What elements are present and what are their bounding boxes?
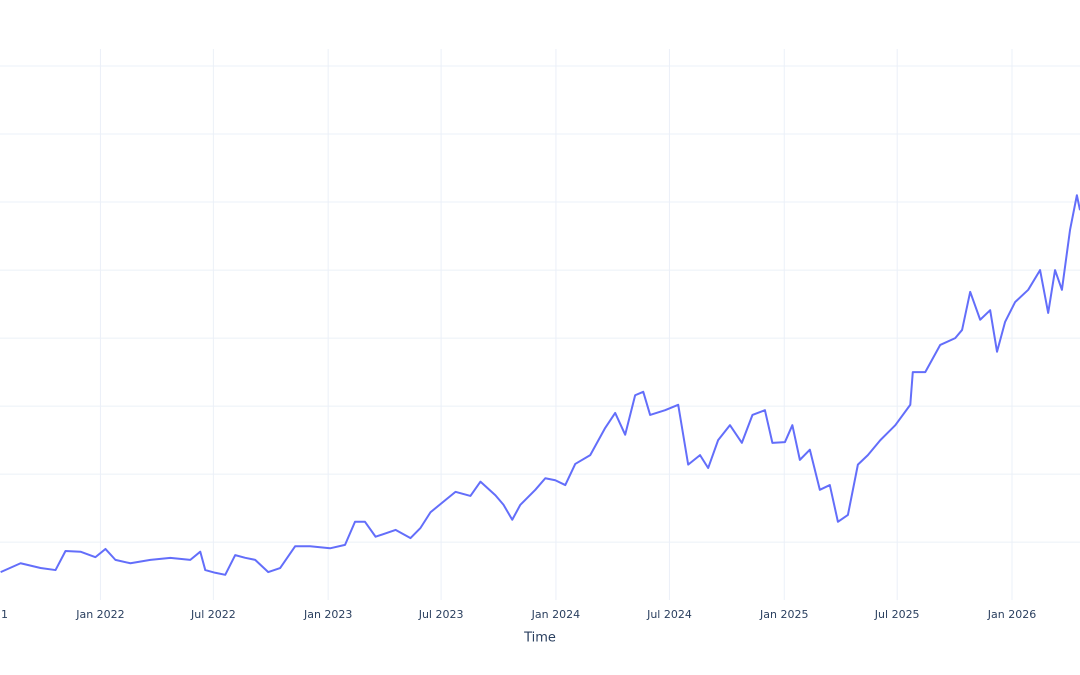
x-axis-title: Time xyxy=(523,631,556,646)
x-tick-label: Jan 2026 xyxy=(987,608,1036,621)
x-tick-label: Jul 2022 xyxy=(190,608,236,621)
x-tick-label: Jul 2023 xyxy=(418,608,464,621)
line xyxy=(0,194,1080,576)
x-tick-label: Jan 2023 xyxy=(303,608,352,621)
x-tick-label: Jan 2025 xyxy=(759,608,808,621)
x-tick-label: Jul 2025 xyxy=(874,608,920,621)
x-tick-label: Jan 2022 xyxy=(75,608,124,621)
x-tick-label: Jul 2021 xyxy=(0,608,8,621)
x-tick-label: Jul 2024 xyxy=(646,608,692,621)
x-tick-label: Jan 2024 xyxy=(531,608,580,621)
